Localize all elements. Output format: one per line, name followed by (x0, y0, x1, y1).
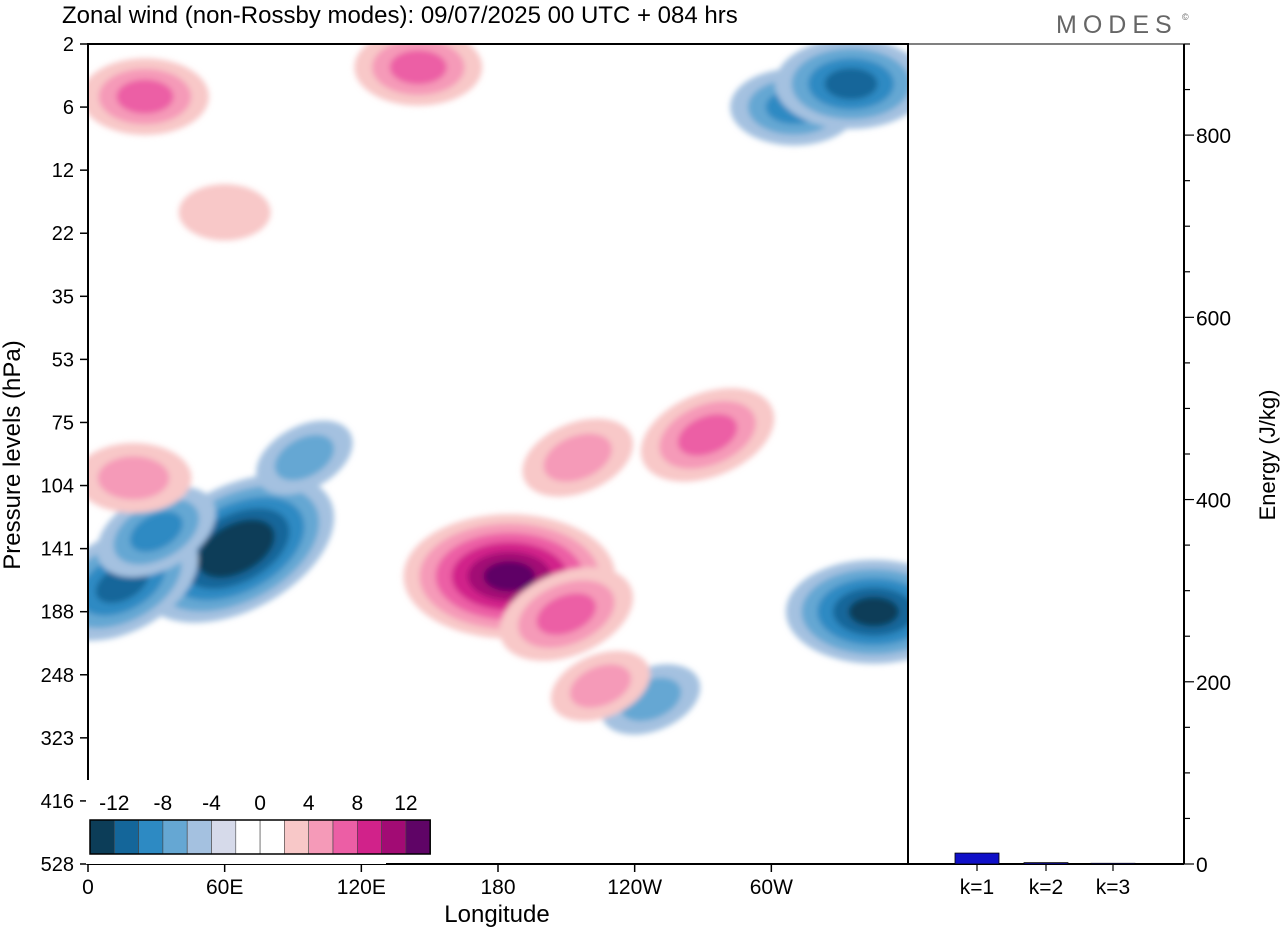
field-contour-0-5 (212, 530, 260, 567)
field-contour-14-2 (116, 79, 174, 114)
legend-label: 12 (394, 792, 417, 815)
energy-tick-label: 0 (1196, 854, 1208, 877)
energy-axis-label: Energy (J/kg) (1255, 390, 1280, 521)
y-tick-label: 2 (63, 34, 74, 56)
legend-label: -4 (202, 792, 221, 815)
y-tick-label: 104 (41, 476, 74, 498)
heatmap-axes: 0 60E 120E 180 120W 60W 2 6 12 22 35 53 75 104 141 188 2… (41, 34, 793, 899)
legend-swatch (138, 819, 164, 855)
legend-swatch (186, 819, 212, 855)
energy-bar-k=1 (954, 852, 1000, 865)
energy-bar-panel: 0 200 400 600 800 k=1 k=2 k=3 (907, 43, 1231, 899)
legend-swatch (211, 819, 237, 855)
energy-tick-label: 400 (1196, 490, 1231, 513)
chart-title: Zonal wind (non-Rossby modes): 09/07/202… (62, 2, 738, 29)
legend-label: -12 (99, 792, 129, 815)
y-tick-label: 141 (41, 539, 74, 561)
legend-swatch (259, 819, 285, 855)
legend-swatch (356, 819, 382, 855)
x-tick-label: 120E (337, 876, 386, 899)
energy-tick-label: 800 (1196, 125, 1231, 148)
x-tick-label: 120W (607, 876, 662, 899)
legend-swatch (235, 819, 261, 855)
x-tick-label: 60W (750, 876, 793, 899)
x-tick-label: 0 (82, 876, 94, 899)
legend-label: 0 (254, 792, 266, 815)
x-axis-label: Longitude (444, 901, 549, 928)
y-tick-label: 35 (52, 286, 74, 308)
energy-category-label: k=2 (1029, 876, 1063, 899)
y-tick-label: 528 (41, 854, 74, 876)
heatmap-field (88, 44, 908, 864)
y-tick-label: 53 (52, 349, 74, 371)
energy-bar-k=2 (1023, 862, 1069, 865)
energy-tick-label: 200 (1196, 672, 1231, 695)
legend-swatch (332, 819, 358, 855)
legend-swatch (89, 819, 115, 855)
y-tick-label: 12 (52, 160, 74, 182)
field-contour-2-2 (129, 511, 183, 552)
field-contour-8-5 (483, 561, 536, 592)
y-tick-label: 323 (41, 728, 74, 750)
field-contour-10-1 (543, 433, 612, 482)
color-legend: -12 -8 -4 0 4 8 12 (86, 780, 431, 864)
x-tick-label: 180 (480, 876, 515, 899)
legend-swatch (405, 819, 431, 855)
y-tick-label: 248 (41, 665, 74, 687)
y-tick-label: 188 (41, 602, 74, 624)
y-tick-label: 22 (52, 223, 74, 245)
y-tick-label: 6 (63, 97, 74, 119)
y-tick-label: 75 (52, 412, 74, 434)
legend-swatch (284, 819, 309, 855)
legend-swatch (114, 819, 139, 855)
brand-logo-mark: © (1182, 12, 1189, 22)
field-contour-4-4 (848, 596, 899, 627)
field-contour-16-0 (178, 184, 271, 241)
legend-swatch (162, 819, 188, 855)
x-tick-label: 60E (206, 876, 243, 899)
energy-category-label: k=1 (960, 876, 994, 899)
legend-label: 4 (303, 792, 315, 815)
field-contour-15-1 (569, 664, 632, 708)
legend-frame (89, 819, 431, 855)
field-contour-13-2 (389, 50, 447, 85)
field-contour-3-1 (274, 434, 335, 481)
legend-label: 8 (351, 792, 363, 815)
y-tick-label: 416 (41, 791, 74, 813)
legend-swatch (308, 819, 334, 855)
field-contour-9-2 (536, 593, 597, 635)
field-contour-11-2 (677, 414, 738, 456)
heatmap-background (88, 44, 908, 864)
field-contour-12-1 (97, 456, 170, 500)
legend-swatch (381, 819, 407, 855)
energy-category-label: k=3 (1096, 876, 1130, 899)
legend-label: -8 (154, 792, 173, 815)
field-contour-7-3 (824, 68, 878, 100)
brand-logo: MODES (1056, 11, 1178, 39)
energy-tick-label: 600 (1196, 307, 1231, 330)
y-axis-label: Pressure levels (hPa) (0, 340, 26, 569)
